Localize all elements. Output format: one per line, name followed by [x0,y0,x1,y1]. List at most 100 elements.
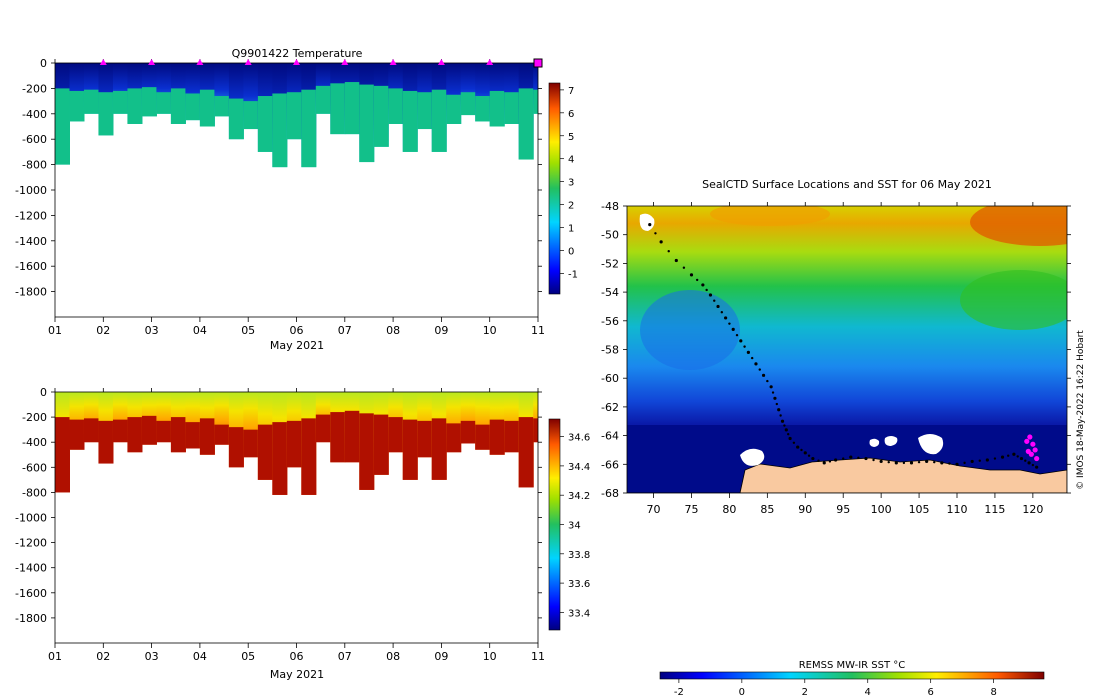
track-point [654,232,657,235]
colorbar-tick-label: 34.4 [568,462,590,473]
lat-tick-label: -62 [601,401,619,414]
deep-layer-cell [156,92,172,114]
salinity-x-axis: 01 02 03 04 05 06 07 08 09 10 11 [48,388,545,663]
current-position [1034,455,1040,462]
track-point [963,461,966,465]
deep-layer-cell [460,420,476,444]
y-tick-label: -1200 [15,537,47,550]
lon-tick-label: 75 [684,503,698,516]
track-point [701,283,705,287]
deep-layer-cell [402,90,418,152]
lat-tick-label: -54 [601,286,619,299]
track-point [775,402,779,406]
track-point [739,339,743,343]
track-point [807,454,811,457]
profile-marker [437,59,445,65]
salinity-colorbar-bar [548,418,561,631]
y-tick-label: -1600 [15,260,47,273]
track-point [788,436,792,441]
deep-layer-cell [315,414,331,443]
deep-layer-cell [141,87,157,117]
deep-layer-cell [69,90,85,122]
track-point [1016,455,1019,458]
track-point [857,456,860,460]
deep-layer-cell [301,89,317,168]
x-tick-label: 02 [96,324,110,337]
sst-cool-patch [640,290,740,370]
track-point [667,250,670,253]
deep-layer-cell [330,412,346,463]
track-point [909,461,914,465]
ice-shelf [639,213,655,231]
track-point [1024,459,1027,462]
deep-layer-cell [315,85,331,114]
current-position [1027,434,1033,440]
track-point [849,455,853,459]
y-tick-label: -1800 [15,286,47,299]
colorbar-tick-label: 3 [568,178,574,189]
y-tick-label: -800 [22,486,47,499]
sst-colorbar-tick-label: 2 [802,687,808,698]
track-point [817,459,820,462]
deep-layer-cell [272,93,288,168]
track-point [879,459,883,464]
track-point [766,379,769,383]
sst-green-patch [960,270,1067,330]
track-point [773,396,777,400]
colorbar-tick-label: 33.8 [568,550,590,561]
deep-layer-cell [55,417,70,493]
profile-marker [196,59,204,65]
salinity-y-axis: 0 -200 -400 -600 -800 -1000 -1200 -1400 -1600 -18… [15,386,542,625]
y-tick-label: 0 [40,57,47,70]
track-point [822,461,826,465]
colorbar-tick-label: 33.6 [568,579,590,590]
track-point [828,460,832,463]
lon-tick-label: 95 [836,503,850,516]
lon-tick-label: 100 [871,503,892,516]
track-point [925,459,929,464]
current-positions [1024,434,1040,462]
y-tick-label: -1400 [15,235,47,248]
track-point [720,310,724,314]
track-point [864,456,868,461]
deep-layer-cell [156,420,172,443]
track-point [769,385,773,389]
sst-colorbar-bar [659,671,1045,680]
deep-layer-cell [141,415,157,445]
deep-layer-cell [83,418,99,443]
x-tick-label: 07 [338,650,352,663]
deep-layer-cell [446,423,462,453]
salinity-panel: 0 -200 -400 -600 -800 -1000 -1200 -1400 -1600 -18… [15,386,590,681]
lat-tick-label: -66 [601,458,619,471]
x-tick-label: 11 [531,324,545,337]
sst-colorbar-tick-label: 6 [928,687,934,698]
ice-shelf [740,448,765,466]
track-point [917,460,921,464]
sst-warm-patch [970,206,1067,246]
track-point [648,223,652,227]
current-position [1032,447,1038,453]
deep-layer-cell [286,92,302,140]
profile-markers [99,58,543,68]
sst-map-panel: SealCTD Surface Locations and SST for 06… [601,178,1086,698]
profile-column [533,63,538,114]
x-tick-label: 08 [386,650,400,663]
track-point [1000,455,1005,459]
y-tick-label: -600 [22,461,47,474]
track-point [796,445,800,449]
track-point [872,458,875,462]
track-point [746,350,750,354]
track-point [716,304,720,309]
track-point [735,333,739,337]
deep-layer-cell [185,422,201,449]
colorbar-tick-label: 1 [568,223,574,234]
lon-tick-label: 85 [760,503,774,516]
deep-layer-cell [533,89,538,114]
track-point [731,327,735,332]
deep-layer-cell [373,414,389,475]
deep-layer-cell [83,89,99,114]
deep-layer-cell [112,419,128,443]
antarctic-land [627,457,1067,493]
sst-colorbar-tick-label: -2 [674,687,684,698]
salinity-xlabel: May 2021 [270,668,324,681]
